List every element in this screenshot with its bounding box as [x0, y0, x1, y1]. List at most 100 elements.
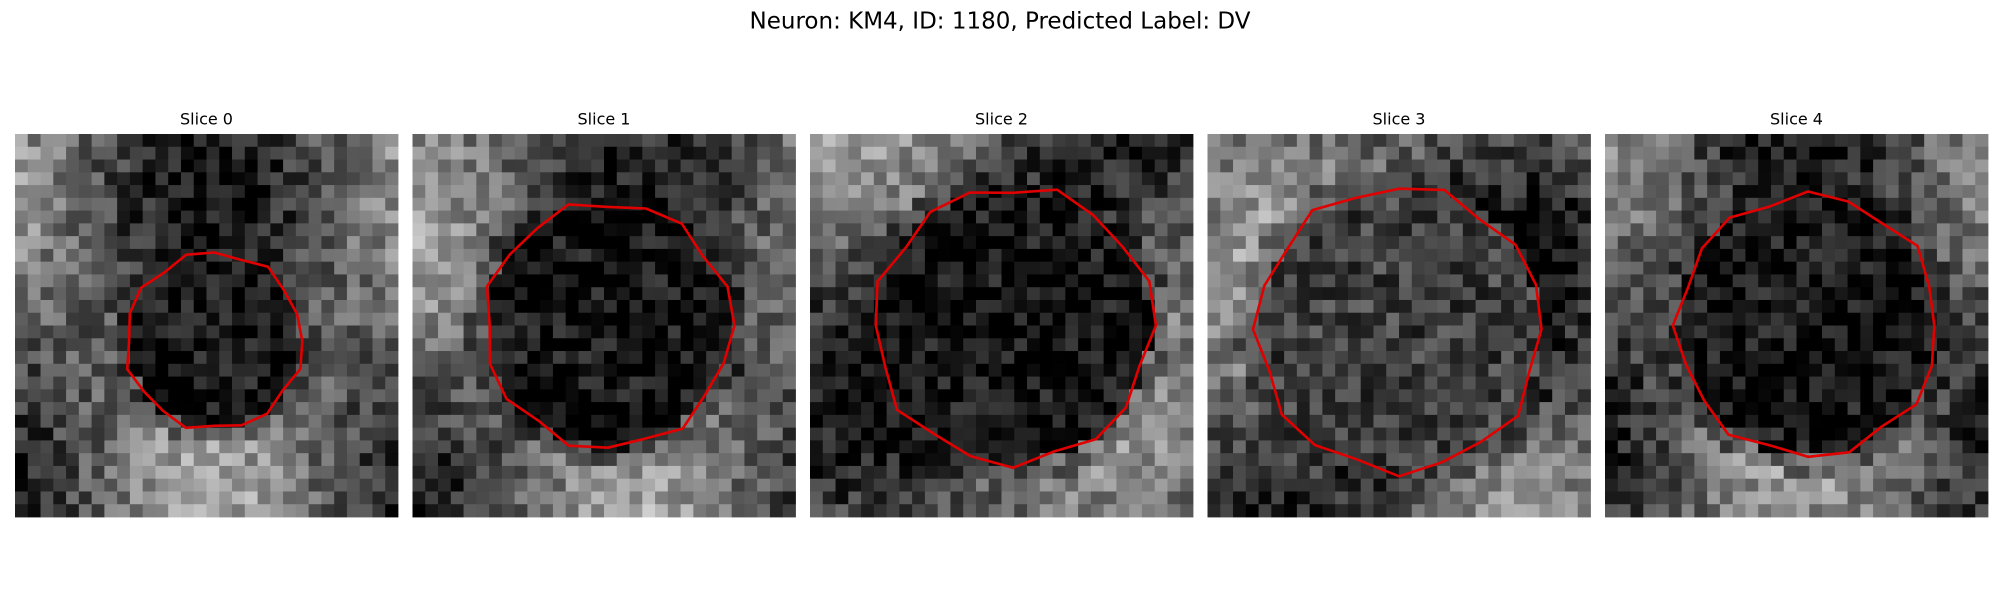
pixel: [142, 453, 156, 467]
pixel: [53, 478, 67, 492]
pixel: [1271, 172, 1285, 186]
pixel: [782, 236, 796, 250]
pixel: [142, 338, 156, 352]
pixel: [835, 414, 849, 429]
pixel: [15, 478, 29, 492]
pixel: [489, 223, 503, 237]
pixel: [438, 172, 452, 186]
pixel: [1962, 299, 1976, 314]
pixel: [27, 172, 41, 186]
pixel: [1475, 299, 1489, 314]
pixel: [1822, 261, 1836, 275]
pixel: [1207, 414, 1221, 429]
pixel: [372, 312, 386, 326]
pixel: [744, 134, 758, 148]
pixel: [1027, 440, 1041, 454]
pixel: [861, 376, 875, 390]
pixel: [1399, 185, 1413, 199]
pixel: [463, 465, 477, 480]
pixel: [193, 197, 207, 211]
pixel: [861, 363, 875, 377]
pixel: [988, 465, 1002, 480]
pixel: [270, 453, 284, 467]
pixel: [359, 236, 373, 250]
pixel: [693, 504, 707, 518]
pixel: [988, 210, 1002, 224]
pixel: [1399, 312, 1413, 326]
pixel: [975, 146, 990, 160]
pixel: [1936, 402, 1951, 416]
pixel: [680, 159, 694, 173]
pixel: [1847, 287, 1861, 301]
pixel: [937, 312, 951, 326]
pixel: [359, 478, 373, 492]
pixel: [693, 351, 707, 365]
pixel: [731, 146, 745, 160]
pixel: [476, 427, 490, 441]
pixel: [193, 440, 207, 454]
pixel: [1719, 478, 1734, 492]
pixel: [718, 223, 733, 237]
pixel: [1167, 504, 1181, 518]
pixel: [283, 491, 297, 505]
pixel: [219, 287, 233, 301]
pixel: [835, 478, 849, 492]
pixel: [782, 299, 796, 314]
pixel: [1796, 274, 1810, 288]
pixel: [1309, 287, 1323, 301]
pixel: [1309, 389, 1323, 403]
pixel: [1860, 363, 1874, 377]
pixel: [1617, 223, 1631, 237]
pixel: [1860, 248, 1874, 263]
pixel: [1745, 146, 1759, 160]
pixel: [489, 465, 503, 480]
pixel: [667, 159, 681, 173]
pixel: [1783, 338, 1797, 352]
pixel: [104, 363, 118, 377]
pixel: [180, 478, 195, 492]
pixel: [1399, 338, 1413, 352]
pixel: [975, 197, 990, 211]
pixel: [912, 402, 926, 416]
pixel: [937, 351, 951, 365]
pixel: [1643, 325, 1657, 339]
pixel: [1437, 274, 1451, 288]
pixel: [1745, 453, 1759, 467]
pixel: [861, 312, 875, 326]
pixel: [1141, 172, 1156, 186]
pixel: [1975, 440, 1989, 454]
pixel: [1847, 134, 1861, 148]
pixel: [1975, 325, 1989, 339]
pixel: [822, 299, 836, 314]
pixel: [1732, 338, 1746, 352]
pixel: [693, 223, 707, 237]
pixel: [822, 274, 836, 288]
pixel: [66, 236, 80, 250]
pixel: [950, 504, 964, 518]
pixel: [937, 478, 951, 492]
pixel: [667, 287, 681, 301]
pixel: [810, 427, 824, 441]
pixel: [1770, 351, 1785, 365]
pixel: [886, 236, 900, 250]
pixel: [1885, 248, 1900, 263]
pixel: [899, 440, 913, 454]
pixel: [193, 427, 207, 441]
pixel: [1564, 427, 1579, 441]
pixel: [91, 376, 105, 390]
pixel: [988, 427, 1002, 441]
pixel: [15, 287, 29, 301]
pixel: [540, 185, 554, 199]
pixel: [1347, 440, 1362, 454]
pixel: [1885, 504, 1900, 518]
pixel: [810, 465, 824, 480]
pixel: [1386, 236, 1400, 250]
pixel: [757, 440, 771, 454]
pixel: [295, 274, 310, 288]
pixel: [1103, 146, 1117, 160]
pixel: [1001, 287, 1015, 301]
pixel: [1129, 414, 1143, 429]
pixel: [1052, 274, 1066, 288]
pixel: [346, 440, 361, 454]
pixel: [501, 312, 516, 326]
